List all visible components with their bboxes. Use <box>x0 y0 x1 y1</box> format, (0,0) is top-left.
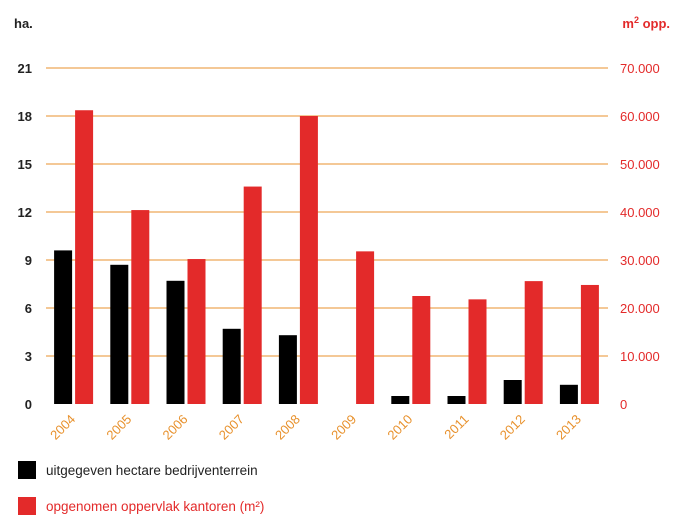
bar-hectare-2004 <box>54 250 73 404</box>
right-tick-label: 50.000 <box>620 157 660 172</box>
bar-kantoren-2004 <box>75 110 94 405</box>
right-tick-label: 40.000 <box>620 205 660 220</box>
left-tick-label: 3 <box>25 349 32 364</box>
x-tick-label: 2005 <box>103 412 134 443</box>
left-tick-label: 0 <box>25 397 32 412</box>
legend-item-hectare: uitgegeven hectare bedrijventerrein <box>18 458 438 482</box>
bar-kantoren-2013 <box>580 284 599 404</box>
legend-item-kantoren: opgenomen oppervlak kantoren (m²) <box>18 494 438 518</box>
left-axis-label: ha. <box>14 16 33 31</box>
bar-kantoren-2007 <box>243 186 262 404</box>
bar-kantoren-2011 <box>468 299 487 404</box>
legend-label-kantoren: opgenomen oppervlak kantoren (m²) <box>46 498 265 514</box>
right-tick-label: 60.000 <box>620 109 660 124</box>
right-tick-label: 30.000 <box>620 253 660 268</box>
bar-hectare-2006 <box>166 280 185 404</box>
x-axis-year-labels: 2004 2005 2006 2007 2008 2009 2010 2011 2012 2013 <box>47 412 584 443</box>
x-tick-label: 2011 <box>441 412 471 442</box>
x-tick-label: 2013 <box>553 412 584 443</box>
right-axis-ticks: 0 10.000 20.000 30.000 40.000 50.000 60.000 70.… <box>620 61 660 412</box>
left-tick-label: 6 <box>25 301 32 316</box>
left-tick-label: 18 <box>18 109 32 124</box>
bar-kantoren-2010 <box>412 296 431 404</box>
right-axis-label: m2 opp. <box>622 15 670 31</box>
bar-hectare-2012 <box>503 380 522 404</box>
left-axis-ticks: 0 3 6 9 12 15 18 21 <box>18 61 32 412</box>
x-tick-label: 2009 <box>328 412 359 443</box>
bars <box>54 110 599 405</box>
right-tick-label: 0 <box>620 397 627 412</box>
bar-kantoren-2009 <box>356 251 375 404</box>
bar-hectare-2007 <box>222 328 241 404</box>
left-tick-label: 15 <box>18 157 32 172</box>
bar-hectare-2010 <box>391 396 410 404</box>
bar-kantoren-2006 <box>187 259 206 404</box>
left-tick-label: 21 <box>18 61 32 76</box>
legend-label-hectare: uitgegeven hectare bedrijventerrein <box>46 462 258 478</box>
x-tick-label: 2010 <box>384 412 415 443</box>
bar-hectare-2013 <box>559 384 578 404</box>
gridlines <box>46 67 608 357</box>
bar-hectare-2008 <box>278 335 297 404</box>
bar-hectare-2005 <box>110 264 129 404</box>
x-tick-label: 2008 <box>272 412 303 443</box>
x-tick-label: 2006 <box>160 412 191 443</box>
right-tick-label: 70.000 <box>620 61 660 76</box>
right-tick-label: 20.000 <box>620 301 660 316</box>
x-tick-label: 2012 <box>497 412 528 443</box>
x-tick-label: 2007 <box>216 412 247 443</box>
bar-kantoren-2005 <box>131 210 150 404</box>
x-tick-label: 2004 <box>47 412 78 443</box>
right-axis-label-main: m <box>622 16 634 31</box>
right-tick-label: 10.000 <box>620 349 660 364</box>
bar-kantoren-2012 <box>524 281 543 404</box>
bar-kantoren-2008 <box>299 116 318 404</box>
left-tick-label: 9 <box>25 253 32 268</box>
left-tick-label: 12 <box>18 205 32 220</box>
right-axis-label-tail: opp. <box>639 16 670 31</box>
legend-swatch-red <box>18 497 36 515</box>
legend-swatch-black <box>18 461 36 479</box>
bar-hectare-2011 <box>447 396 466 404</box>
right-axis-label-sup: 2 <box>634 15 639 25</box>
